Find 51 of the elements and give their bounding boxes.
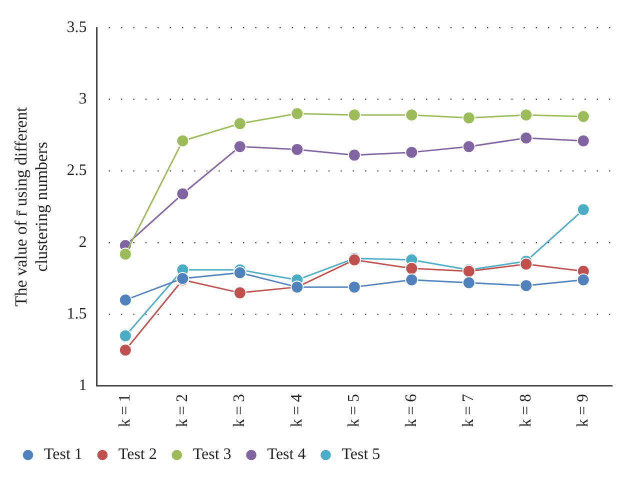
point xyxy=(176,187,190,200)
legend-label: Test 5 xyxy=(342,446,380,464)
x-tick-label: k = 8 xyxy=(517,394,534,428)
point xyxy=(405,146,418,159)
y-tick-label: 2 xyxy=(78,234,87,251)
legend-label: Test 2 xyxy=(118,446,157,464)
y-axis-title: The value of r̄ using different clustering numbers xyxy=(12,106,52,306)
legend-label: Test 4 xyxy=(267,446,306,464)
point xyxy=(348,108,361,122)
point xyxy=(290,142,304,156)
x-tick-label: k = 5 xyxy=(346,394,363,428)
x-tick-label: k = 3 xyxy=(231,394,248,428)
point xyxy=(233,266,246,280)
point xyxy=(462,140,476,154)
x-tick-label: k = 2 xyxy=(174,394,191,428)
point xyxy=(405,108,418,122)
y-tick-label: 1 xyxy=(78,377,87,394)
point xyxy=(118,344,132,357)
x-tick-label: k = 6 xyxy=(402,394,420,428)
x-tick-label: k = 7 xyxy=(460,394,478,428)
x-tick-label: k = 4 xyxy=(288,394,306,428)
point xyxy=(118,329,132,342)
point xyxy=(462,276,476,290)
legend-label: Test 1 xyxy=(44,446,82,464)
point xyxy=(576,134,590,148)
x-tick-label: k = 1 xyxy=(116,394,134,428)
point xyxy=(520,279,533,292)
legend-label: Test 3 xyxy=(192,446,232,464)
y-tick-label: 3 xyxy=(78,90,87,108)
y-tick-label: 1.5 xyxy=(66,306,87,323)
point xyxy=(520,108,533,122)
point xyxy=(233,117,246,130)
x-tick-label: k = 9 xyxy=(574,394,592,428)
point xyxy=(405,273,418,286)
point xyxy=(348,148,361,162)
point xyxy=(118,293,132,306)
point xyxy=(462,111,476,124)
point xyxy=(176,134,190,148)
point xyxy=(520,131,533,144)
point xyxy=(348,280,361,294)
point xyxy=(118,248,132,261)
point xyxy=(290,107,304,120)
point xyxy=(576,203,590,216)
y-tick-label: 2.5 xyxy=(66,162,87,180)
y-tick-label: 3.5 xyxy=(66,18,87,36)
point xyxy=(405,262,418,275)
point xyxy=(520,258,533,271)
point xyxy=(233,140,246,154)
point xyxy=(233,286,246,300)
point xyxy=(576,273,590,286)
point xyxy=(576,110,590,123)
